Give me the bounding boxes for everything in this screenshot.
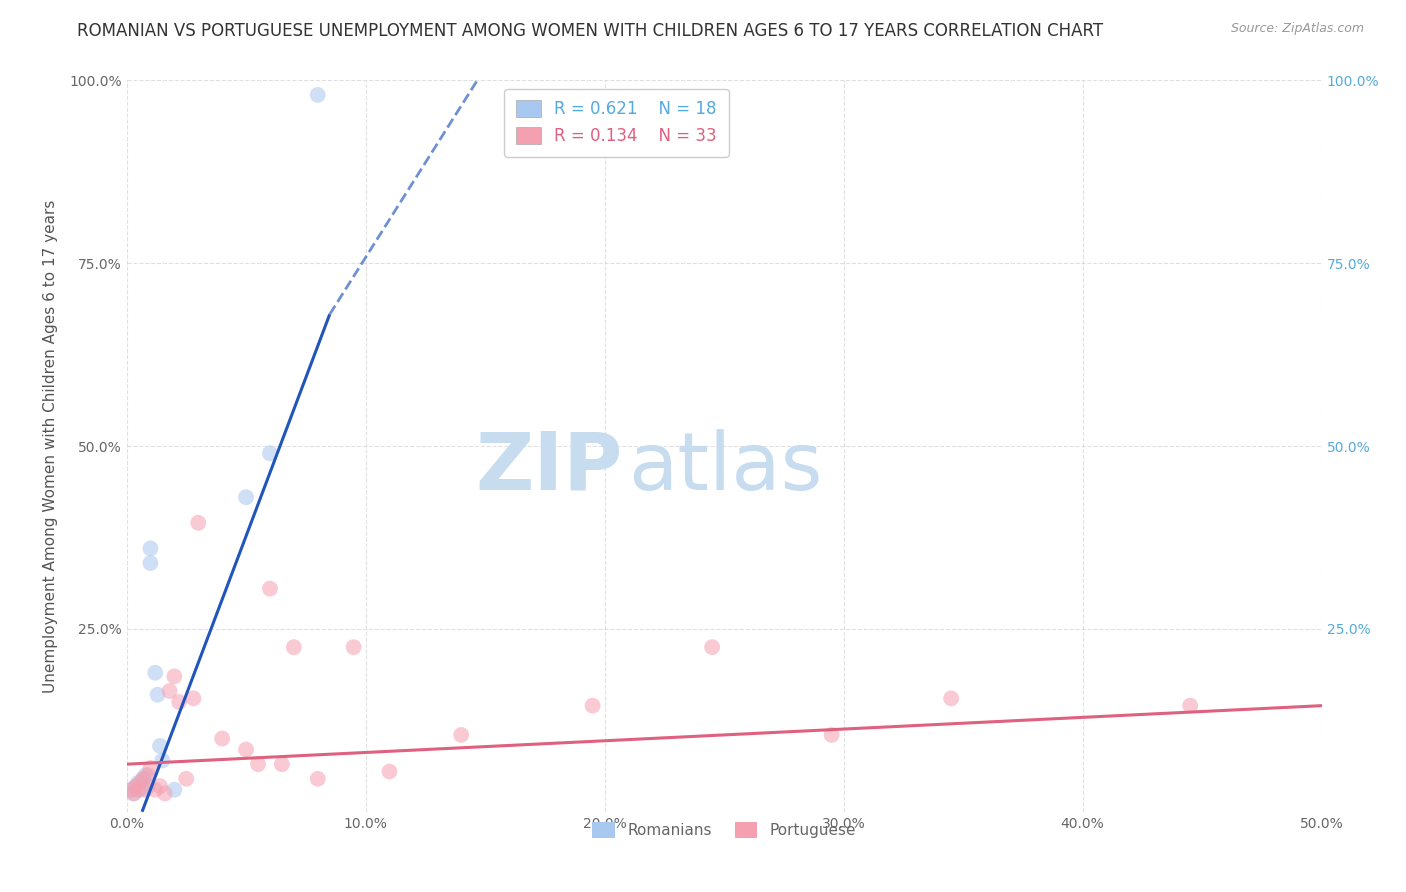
Text: Source: ZipAtlas.com: Source: ZipAtlas.com [1230,22,1364,36]
Romanians [122,787,145,801]
Legend: Romanians, Portuguese: Romanians, Portuguese [586,816,862,845]
Portuguese [247,757,270,772]
Romanians [259,446,281,460]
Portuguese [132,772,155,786]
Portuguese [259,582,281,596]
Romanians [127,775,149,789]
Portuguese [143,782,166,797]
Portuguese [235,742,257,756]
Romanians [125,779,148,793]
Portuguese [450,728,472,742]
Romanians [149,739,172,753]
Romanians [139,541,162,556]
Portuguese [187,516,209,530]
Portuguese [174,772,197,786]
Portuguese [343,640,366,655]
Portuguese [939,691,962,706]
Portuguese [283,640,305,655]
Romanians [150,754,174,768]
Romanians [129,782,152,797]
Portuguese [127,782,149,797]
Portuguese [129,775,152,789]
Text: ZIP: ZIP [475,429,623,507]
Romanians [139,556,162,570]
Portuguese [163,669,186,683]
Romanians [146,688,169,702]
Romanians [135,768,157,782]
Romanians [235,490,257,504]
Portuguese [139,761,162,775]
Y-axis label: Unemployment Among Women with Children Ages 6 to 17 years: Unemployment Among Women with Children A… [44,199,58,693]
Portuguese [183,691,205,706]
Portuguese [582,698,605,713]
Portuguese [820,728,842,742]
Portuguese [700,640,723,655]
Text: atlas: atlas [628,429,823,507]
Portuguese [122,787,145,801]
Romanians [143,665,166,680]
Romanians [120,782,142,797]
Portuguese [378,764,401,779]
Romanians [163,782,186,797]
Portuguese [136,768,159,782]
Portuguese [211,731,233,746]
Romanians [307,87,329,102]
Portuguese [159,684,181,698]
Portuguese [1178,698,1201,713]
Portuguese [167,695,190,709]
Portuguese [153,787,176,801]
Portuguese [135,782,157,797]
Romanians [132,772,155,786]
Portuguese [307,772,329,786]
Text: ROMANIAN VS PORTUGUESE UNEMPLOYMENT AMONG WOMEN WITH CHILDREN AGES 6 TO 17 YEARS: ROMANIAN VS PORTUGUESE UNEMPLOYMENT AMON… [77,22,1104,40]
Romanians [136,779,159,793]
Portuguese [120,782,142,797]
Portuguese [270,757,294,772]
Portuguese [149,779,172,793]
Portuguese [125,779,148,793]
